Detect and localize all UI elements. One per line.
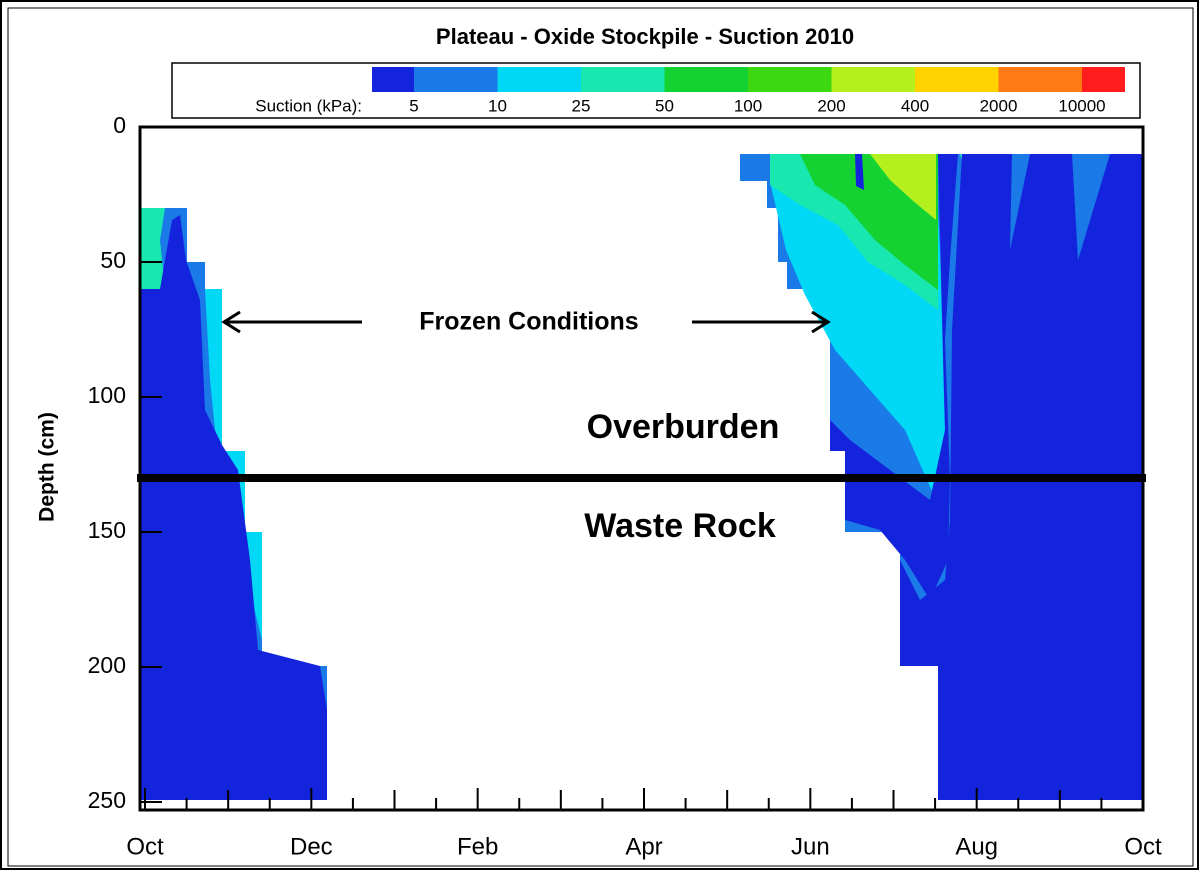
arrow-head — [811, 310, 831, 334]
annotation: Frozen Conditions — [419, 308, 638, 336]
y-tick-label: 50 — [100, 247, 126, 273]
colorbar-level: 10 — [488, 96, 507, 115]
y-tick-label: 200 — [88, 652, 126, 678]
y-axis-label: Depth (cm) — [36, 412, 59, 522]
x-tick-label: Oct — [126, 833, 164, 860]
colorbar-level: 100 — [734, 96, 762, 115]
colorbar-swatch — [414, 67, 498, 92]
x-tick-label: Jun — [791, 833, 830, 860]
colorbar-level: 2000 — [980, 96, 1018, 115]
y-tick-label: 250 — [88, 787, 126, 813]
annotation: Waste Rock — [584, 507, 776, 545]
colorbar-level: 200 — [817, 96, 845, 115]
x-tick-label: Feb — [457, 833, 498, 860]
colorbar-swatch — [664, 67, 748, 92]
annotation: Overburden — [587, 408, 780, 446]
x-tick-label: Aug — [955, 833, 998, 860]
plot-frame — [138, 125, 1145, 812]
y-tick-label: 100 — [88, 382, 126, 408]
colorbar-swatch — [748, 67, 832, 92]
contour-region — [140, 208, 165, 289]
colorbar-swatch — [497, 67, 581, 92]
colorbar-level: 25 — [572, 96, 591, 115]
y-tick-label: 0 — [113, 112, 126, 138]
colorbar-level: 400 — [901, 96, 929, 115]
x-tick-label: Apr — [625, 833, 662, 860]
arrow-head — [221, 310, 241, 334]
chart-title: Plateau - Oxide Stockpile - Suction 2010 — [436, 24, 854, 49]
contour-region — [870, 154, 936, 220]
contour-region — [855, 154, 864, 190]
x-tick-label: Dec — [290, 833, 333, 860]
colorbar-level: 50 — [655, 96, 674, 115]
colorbar-label: Suction (kPa): — [255, 96, 362, 115]
colorbar-swatch — [915, 67, 999, 92]
contour-region — [140, 215, 327, 800]
colorbar-swatch — [1082, 67, 1125, 92]
arrows — [221, 310, 831, 334]
colorbar-swatch — [372, 67, 414, 92]
colorbar-swatch — [998, 67, 1082, 92]
contour-region — [830, 154, 958, 600]
inner-frame — [7, 7, 1194, 867]
y-tick-label: 150 — [88, 517, 126, 543]
x-tick-label: Oct — [1124, 833, 1162, 860]
colorbar-level: 5 — [409, 96, 418, 115]
colorbar-swatch — [581, 67, 665, 92]
colorbar-level: 10000 — [1058, 96, 1105, 115]
colorbar-swatch — [831, 67, 915, 92]
